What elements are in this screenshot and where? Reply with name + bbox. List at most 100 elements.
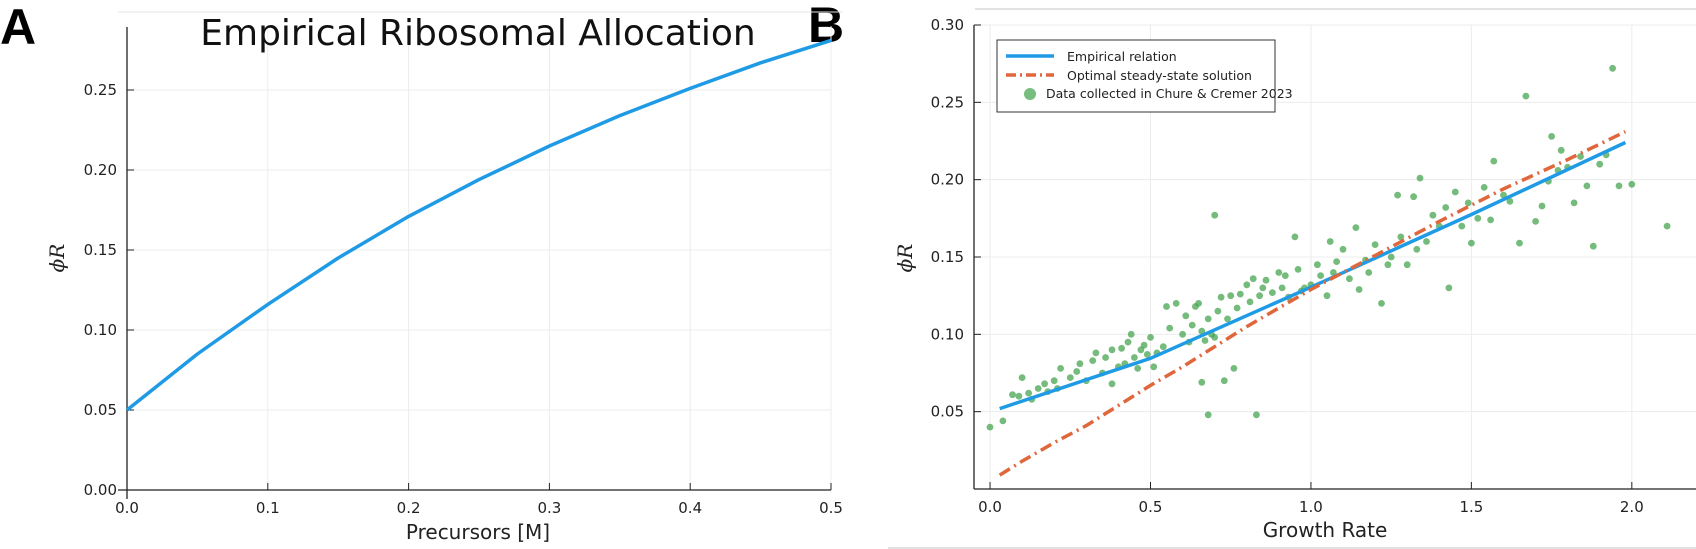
data-point	[1041, 380, 1048, 388]
data-point	[1057, 365, 1064, 372]
panel-a-letter: A	[0, 0, 36, 55]
data-point	[1066, 374, 1074, 381]
data-point	[1124, 338, 1132, 346]
data-point	[1577, 153, 1584, 160]
data-point	[1281, 272, 1289, 279]
panel-b-x-axis-label: Growth Rate	[1263, 518, 1388, 542]
data-point	[1490, 157, 1498, 165]
data-point	[1314, 261, 1321, 269]
data-point	[1195, 300, 1202, 307]
series-line-empirical	[999, 140, 1627, 411]
data-point	[1458, 222, 1466, 230]
data-point	[1073, 368, 1081, 375]
x-tick-label: 1.5	[1459, 498, 1483, 516]
data-point	[1330, 269, 1337, 276]
data-point	[1474, 214, 1482, 222]
data-point	[1394, 191, 1401, 199]
panel-b-x-ticks: 0.0 0.5 1.0 1.5 2.0	[978, 482, 1644, 516]
data-point	[1256, 292, 1263, 300]
legend-swatch-data	[1024, 88, 1036, 100]
y-tick-label: 0.15	[84, 241, 117, 259]
series-line-ribosomal-allocation	[125, 38, 832, 412]
y-tick-label: 0.20	[84, 161, 117, 179]
panel-b-chart: 0.0 0.5 1.0 1.5 2.0 0.05 0.10 0.15 0.20 0.25 0.30…	[893, 16, 1696, 542]
data-point	[1243, 281, 1251, 289]
y-tick-label: 0.25	[84, 81, 117, 99]
data-point	[1413, 245, 1421, 253]
data-point	[1557, 146, 1565, 154]
data-point	[1172, 300, 1180, 307]
data-point	[1259, 284, 1267, 292]
panel-b-y-ticks: 0.05 0.10 0.15 0.20 0.25 0.30	[931, 16, 981, 421]
data-point	[1108, 380, 1116, 388]
panel-a-series	[125, 38, 832, 412]
data-point	[1201, 337, 1209, 344]
data-point	[1050, 377, 1058, 385]
data-point	[1204, 411, 1212, 419]
data-point	[1365, 269, 1373, 276]
data-point	[1326, 238, 1334, 245]
data-point	[1092, 349, 1100, 357]
data-point	[1211, 334, 1219, 341]
data-point	[1339, 245, 1347, 253]
data-point	[1131, 354, 1138, 361]
data-point	[1346, 275, 1353, 283]
data-point	[1015, 392, 1023, 400]
x-tick-label: 0.3	[537, 499, 561, 517]
data-point	[1249, 275, 1257, 283]
data-point	[1214, 307, 1222, 315]
data-point	[1150, 363, 1158, 371]
data-point	[1182, 312, 1190, 320]
legend-box	[996, 39, 1276, 113]
x-tick-label: 0.2	[397, 499, 421, 517]
data-point	[1416, 174, 1424, 182]
data-point	[1378, 300, 1385, 307]
x-tick-label: 2.0	[1620, 498, 1644, 516]
data-point	[1127, 330, 1135, 338]
data-point	[1317, 272, 1324, 279]
data-point	[1487, 216, 1494, 224]
data-point	[1025, 389, 1032, 397]
data-point	[1589, 242, 1597, 250]
data-point	[1233, 304, 1241, 312]
legend-label-data: Data collected in Chure & Cremer 2023	[1046, 86, 1293, 101]
data-point	[1230, 365, 1238, 372]
x-tick-label: 0.5	[819, 499, 843, 517]
data-point	[1262, 276, 1270, 284]
data-point	[1615, 182, 1623, 190]
data-point	[1583, 182, 1591, 190]
data-point	[1278, 284, 1286, 292]
panel-b-y-axis-label: ϕR	[893, 244, 917, 273]
data-point	[999, 417, 1007, 425]
data-point	[1211, 211, 1219, 219]
panel-b-gridlines	[974, 24, 1696, 489]
data-point	[1291, 233, 1299, 241]
data-point	[1464, 199, 1472, 207]
legend-label-optimal: Optimal steady-state solution	[1067, 68, 1252, 83]
y-tick-label: 0.15	[931, 248, 964, 266]
data-point	[1451, 188, 1459, 196]
y-tick-label: 0.30	[931, 16, 964, 34]
data-point	[1224, 315, 1231, 323]
x-tick-label: 0.5	[1139, 498, 1163, 516]
data-point	[1403, 261, 1411, 269]
x-tick-label: 0.1	[256, 499, 280, 517]
data-point	[1429, 211, 1437, 219]
data-point	[1275, 269, 1283, 276]
data-point	[1323, 292, 1331, 300]
data-point	[1384, 261, 1392, 269]
y-tick-label: 0.05	[931, 403, 964, 421]
data-point	[1355, 286, 1363, 293]
y-tick-label: 0.00	[84, 481, 117, 499]
data-point	[1227, 292, 1235, 300]
y-tick-label: 0.20	[931, 171, 964, 189]
panel-b-scatter-points	[986, 64, 1671, 431]
data-point	[1253, 411, 1260, 419]
data-point	[1663, 222, 1671, 230]
data-point	[1609, 64, 1616, 72]
data-point	[1387, 253, 1395, 261]
data-point	[1480, 184, 1488, 191]
y-tick-label: 0.05	[84, 401, 117, 419]
data-point	[1532, 218, 1539, 225]
